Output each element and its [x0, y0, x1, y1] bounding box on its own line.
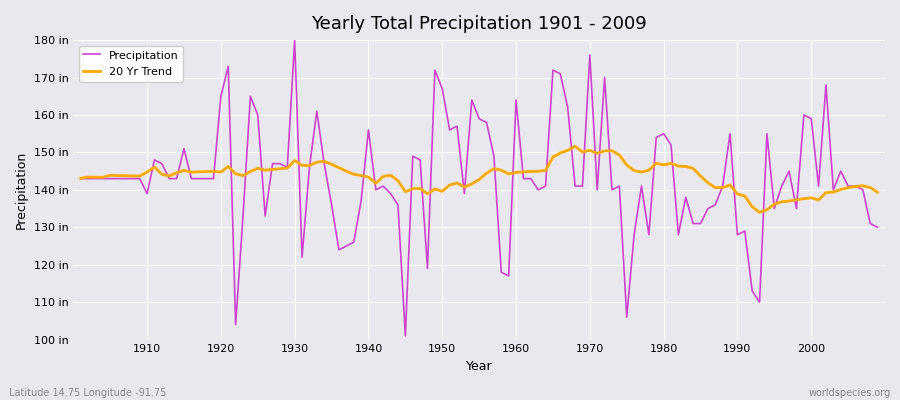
Line: 20 Yr Trend: 20 Yr Trend — [81, 146, 878, 212]
Precipitation — [304, 165, 315, 170]
Legend: Precipitation, 20 Yr Trend: Precipitation, 20 Yr Trend — [79, 46, 183, 82]
20 Yr Trend — [754, 210, 765, 215]
X-axis label: Year: Year — [466, 360, 492, 373]
20 Yr Trend — [872, 190, 883, 195]
Precipitation — [134, 176, 145, 181]
Precipitation — [76, 176, 86, 181]
20 Yr Trend — [570, 144, 580, 149]
Y-axis label: Precipitation: Precipitation — [15, 151, 28, 229]
20 Yr Trend — [607, 148, 617, 153]
20 Yr Trend — [134, 174, 145, 178]
Precipitation — [614, 184, 625, 188]
Precipitation — [348, 240, 359, 245]
20 Yr Trend — [341, 169, 352, 174]
Precipitation — [518, 176, 529, 181]
Title: Yearly Total Precipitation 1901 - 2009: Yearly Total Precipitation 1901 - 2009 — [311, 15, 647, 33]
Precipitation — [872, 225, 883, 230]
20 Yr Trend — [76, 176, 86, 181]
Text: worldspecies.org: worldspecies.org — [809, 388, 891, 398]
20 Yr Trend — [503, 172, 514, 176]
Precipitation — [400, 334, 410, 338]
Line: Precipitation: Precipitation — [81, 40, 878, 336]
Precipitation — [526, 176, 536, 181]
20 Yr Trend — [297, 163, 308, 168]
Precipitation — [289, 38, 300, 42]
20 Yr Trend — [510, 170, 521, 175]
Text: Latitude 14.75 Longitude -91.75: Latitude 14.75 Longitude -91.75 — [9, 388, 166, 398]
